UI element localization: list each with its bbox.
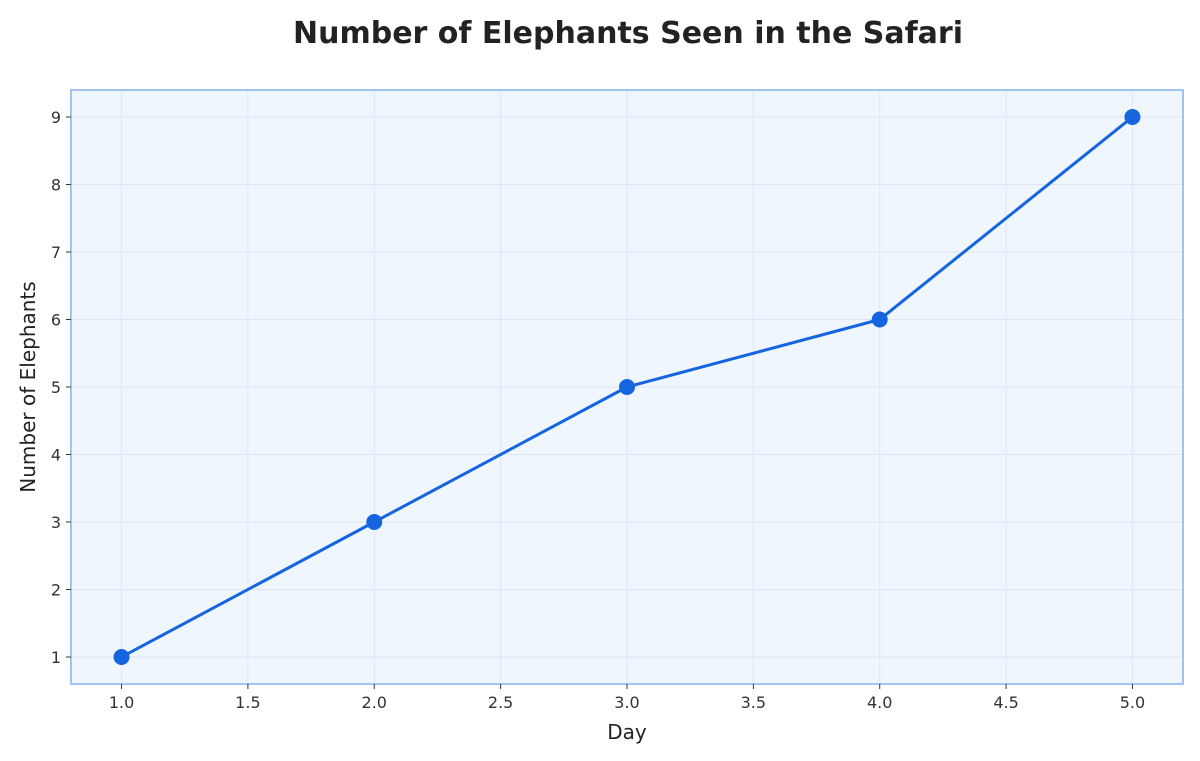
x-axis-ticks: 1.0 1.5 2.0 2.5 3.0 3.5 4.0 4.5 5.0 xyxy=(109,684,1145,712)
x-tick-label: 1.5 xyxy=(235,693,260,712)
x-tick-label: 1.0 xyxy=(109,693,134,712)
data-point xyxy=(871,311,888,328)
series-group xyxy=(113,109,1141,665)
x-tick-label: 2.5 xyxy=(488,693,513,712)
y-tick-label: 7 xyxy=(51,243,61,262)
y-tick-label: 1 xyxy=(51,648,61,667)
y-tick-label: 8 xyxy=(51,176,61,195)
data-point xyxy=(619,379,635,395)
data-point xyxy=(113,649,130,665)
x-tick-label: 4.5 xyxy=(993,693,1018,712)
y-tick-label: 2 xyxy=(51,581,61,600)
chart-title: Number of Elephants Seen in the Safari xyxy=(293,16,963,51)
y-tick-label: 3 xyxy=(51,513,61,532)
data-point xyxy=(1124,109,1141,125)
x-tick-label: 2.0 xyxy=(362,693,387,712)
x-tick-label: 4.0 xyxy=(867,693,892,712)
data-point xyxy=(366,514,383,530)
y-tick-label: 6 xyxy=(51,311,61,330)
x-tick-label: 3.5 xyxy=(741,693,766,712)
x-axis-label: Day xyxy=(607,720,647,744)
y-axis-label: Number of Elephants xyxy=(16,281,40,492)
x-tick-label: 5.0 xyxy=(1120,693,1145,712)
y-axis-ticks: 1 2 3 4 5 6 7 8 9 xyxy=(51,108,71,667)
x-tick-label: 3.0 xyxy=(614,693,639,712)
y-tick-label: 5 xyxy=(51,378,61,397)
y-tick-label: 4 xyxy=(51,446,61,465)
y-tick-label: 9 xyxy=(51,108,61,127)
